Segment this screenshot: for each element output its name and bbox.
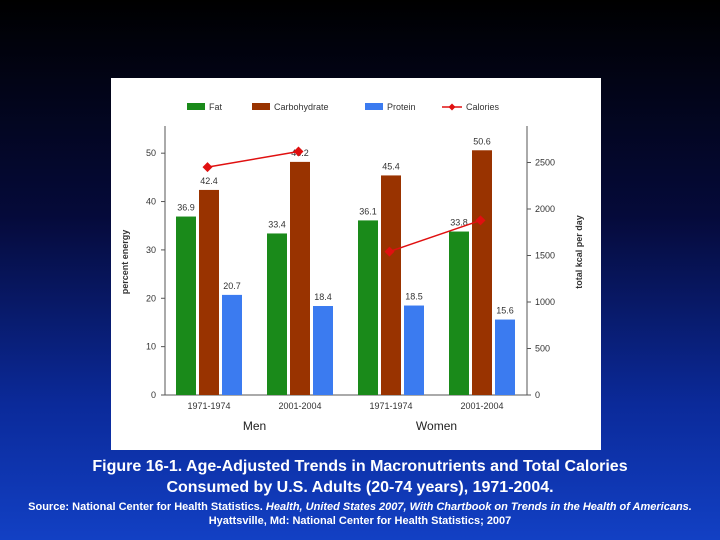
y-tick-label: 20 — [146, 293, 156, 303]
source-suffix: Hyattsville, Md: National Center for Hea… — [208, 515, 512, 527]
group-label: Women — [416, 419, 457, 433]
legend-swatch-protein — [365, 103, 383, 110]
caption-line-1: Figure 16-1. Age-Adjusted Trends in Macr… — [92, 458, 628, 475]
bar-protein — [404, 305, 424, 395]
x-tick-label: 1971-1974 — [369, 401, 412, 411]
y2-tick-label: 0 — [535, 390, 540, 400]
source-prefix: Source: National Center for Health Stati… — [28, 501, 263, 513]
legend-swatch-carbohydrate — [252, 103, 270, 110]
chart-panel: 0 10 20 30 40 50 0 500 1000 1500 2000 2500 percent e… — [111, 78, 601, 450]
data-label-protein: 18.5 — [405, 292, 423, 302]
legend-label-carbohydrate: Carbohydrate — [274, 102, 329, 112]
bar-fat — [267, 233, 287, 395]
data-label-carbohydrate: 50.6 — [473, 136, 491, 146]
bar-fat — [176, 216, 196, 395]
y-tick-label: 10 — [146, 342, 156, 352]
y2-tick-label: 2000 — [535, 204, 555, 214]
y2-tick-label: 2500 — [535, 157, 555, 167]
data-label-carbohydrate: 45.4 — [382, 161, 400, 171]
bar-protein — [495, 319, 515, 395]
bar-protein — [313, 306, 333, 395]
group-label: Men — [243, 419, 266, 433]
x-tick-label: 1971-1974 — [187, 401, 230, 411]
bar-fat — [449, 231, 469, 395]
legend-label-fat: Fat — [209, 102, 223, 112]
data-label-fat: 33.8 — [450, 218, 468, 228]
y-tick-label: 30 — [146, 245, 156, 255]
y2-tick-label: 500 — [535, 343, 550, 353]
y2-axis-title: total kcal per day — [574, 215, 584, 289]
figure-caption: Figure 16-1. Age-Adjusted Trends in Macr… — [20, 456, 700, 498]
data-label-fat: 36.1 — [359, 206, 377, 216]
legend-label-protein: Protein — [387, 102, 416, 112]
calories-point — [384, 246, 395, 257]
y-tick-label: 50 — [146, 148, 156, 158]
calories-point — [475, 215, 486, 226]
calories-point — [293, 146, 304, 157]
calories-line-segment — [207, 150, 299, 168]
bar-fat — [358, 220, 378, 395]
bar-carbohydrate — [381, 175, 401, 395]
data-label-protein: 15.6 — [496, 306, 514, 316]
data-label-fat: 33.4 — [268, 219, 286, 229]
x-tick-label: 2001-2004 — [460, 401, 503, 411]
y-tick-label: 40 — [146, 197, 156, 207]
legend-marker-calories — [448, 103, 456, 111]
bar-protein — [222, 294, 242, 395]
data-label-carbohydrate: 42.4 — [200, 176, 218, 186]
legend-swatch-fat — [187, 103, 205, 110]
data-label-fat: 36.9 — [177, 203, 195, 213]
legend-label-calories: Calories — [466, 102, 500, 112]
x-tick-label: 2001-2004 — [278, 401, 321, 411]
y2-tick-label: 1500 — [535, 250, 555, 260]
calories-line-segment — [389, 219, 481, 253]
y2-tick-label: 1000 — [535, 297, 555, 307]
data-label-protein: 18.4 — [314, 292, 332, 302]
caption-line-2: Consumed by U.S. Adults (20-74 years), 1… — [166, 479, 554, 496]
source-note: Source: National Center for Health Stati… — [20, 500, 700, 528]
data-label-protein: 20.7 — [223, 281, 241, 291]
source-title: Health, United States 2007, With Chartbo… — [265, 501, 692, 513]
bar-carbohydrate — [472, 150, 492, 395]
bar-carbohydrate — [290, 161, 310, 395]
calories-point — [202, 162, 213, 173]
y-axis-title: percent energy — [120, 230, 130, 295]
bar-carbohydrate — [199, 189, 219, 395]
y-tick-label: 0 — [151, 390, 156, 400]
